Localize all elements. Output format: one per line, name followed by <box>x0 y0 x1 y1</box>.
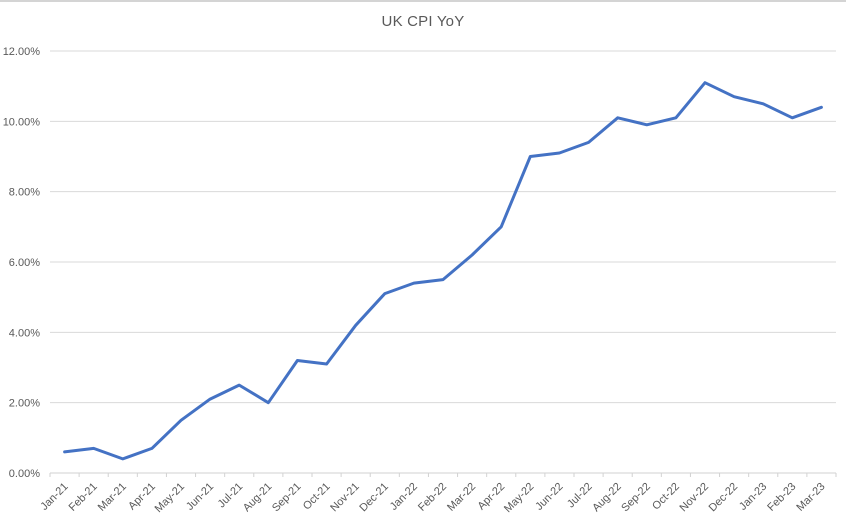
y-axis-label: 10.00% <box>3 116 41 128</box>
y-axis-label: 2.00% <box>9 398 40 410</box>
x-axis-label: Dec-21 <box>357 481 391 515</box>
x-axis-label: Nov-21 <box>328 481 362 515</box>
x-axis-label: Mar-22 <box>445 481 478 514</box>
y-axis-label: 12.00% <box>3 46 41 58</box>
x-axis-label: Dec-22 <box>707 481 741 515</box>
x-axis-label: Jun-22 <box>533 481 565 513</box>
x-axis-label: Mar-21 <box>96 481 129 514</box>
x-axis-label: Aug-22 <box>590 481 624 515</box>
x-axis-label: Oct-21 <box>301 481 333 513</box>
y-axis-label: 8.00% <box>9 187 40 199</box>
y-axis-label: 4.00% <box>9 327 40 339</box>
x-axis-label: Feb-23 <box>765 481 798 514</box>
x-axis-label: May-22 <box>502 481 536 515</box>
cpi-series-line <box>63 81 823 461</box>
x-axis-label: Oct-22 <box>650 481 682 513</box>
x-axis-label: Mar-23 <box>794 481 827 514</box>
x-axis-label: Jan-22 <box>388 481 420 513</box>
x-axis-label: Jan-21 <box>38 481 70 513</box>
window-top-border <box>0 0 846 2</box>
x-axis-label: Jan-23 <box>737 481 769 513</box>
x-axis-label: Feb-22 <box>416 481 449 514</box>
x-axis-label: Feb-21 <box>67 481 100 514</box>
x-axis-label: Aug-21 <box>241 481 275 515</box>
x-axis-label: Sep-22 <box>619 481 653 515</box>
y-axis-label: 6.00% <box>9 257 40 269</box>
x-axis-label: Sep-21 <box>270 481 304 515</box>
x-axis-label: Jun-21 <box>184 481 216 513</box>
x-axis-label: May-21 <box>153 481 187 515</box>
chart-title: UK CPI YoY <box>381 13 465 30</box>
y-axis-label: 0.00% <box>9 468 40 480</box>
x-axis-label: Nov-22 <box>678 481 712 515</box>
